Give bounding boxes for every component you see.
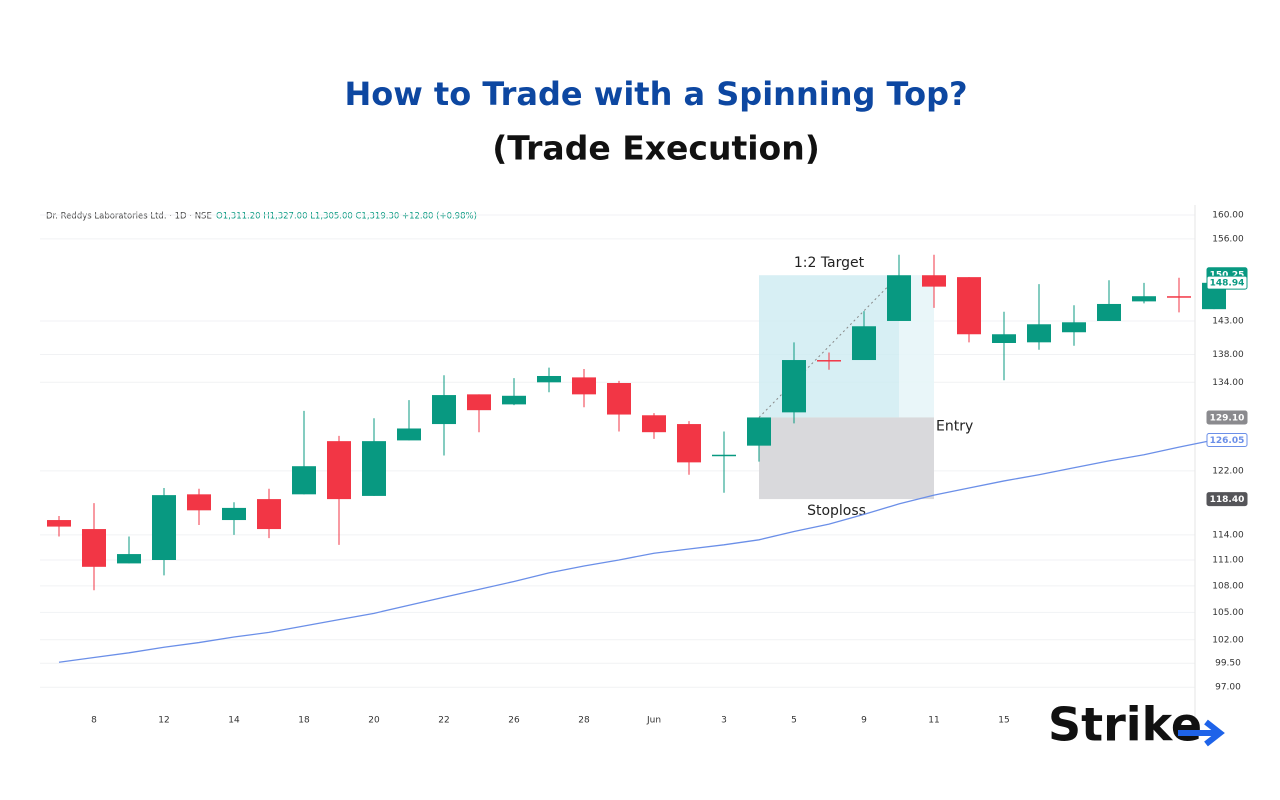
candle-body	[677, 424, 701, 463]
x-tick-label: 8	[91, 716, 97, 726]
x-tick-label: 15	[998, 716, 1009, 726]
price-tag-label: 150.25	[1210, 270, 1245, 280]
candle-body	[852, 326, 876, 361]
symbol-header: Dr. Reddys Laboratories Ltd. · 1D · NSE	[46, 212, 212, 222]
price-tag-label: 118.40	[1210, 495, 1245, 505]
x-tick-label: 20	[368, 716, 380, 726]
x-tick-label: 26	[508, 716, 520, 726]
candle-body	[572, 377, 596, 395]
subtitle: (Trade Execution)	[492, 129, 820, 168]
candle-body	[152, 495, 176, 560]
candle-body	[1132, 296, 1156, 302]
candle-body	[187, 494, 211, 511]
candle-body	[1167, 296, 1191, 298]
candle-body	[957, 277, 981, 335]
candle-body	[887, 275, 911, 321]
candle-body	[817, 360, 841, 362]
candle-body	[712, 454, 736, 457]
candle-body	[1027, 324, 1051, 343]
candle-body	[257, 499, 281, 530]
candle-body	[642, 415, 666, 433]
y-tick-label: 111.00	[1212, 555, 1244, 565]
stoploss-zone	[759, 417, 934, 500]
price-tag	[1206, 492, 1248, 507]
y-tick-label: 122.00	[1212, 466, 1244, 476]
trade-path	[758, 274, 900, 418]
candle-body	[292, 466, 316, 495]
x-tick-label: 9	[861, 716, 867, 726]
x-tick-label: 14	[228, 716, 240, 726]
y-tick-label: 156.00	[1212, 234, 1244, 244]
candle-body	[922, 275, 946, 287]
candle-body	[327, 441, 351, 500]
candle-body	[992, 334, 1016, 343]
logo-arrow	[1178, 719, 1225, 747]
moving-average	[58, 439, 1215, 663]
candle-body	[47, 520, 71, 527]
candle-body	[782, 360, 806, 413]
y-tick-label: 160.00	[1212, 210, 1244, 220]
entry-label: Entry	[936, 418, 973, 434]
candle-body	[362, 441, 386, 496]
y-tick-label: 105.00	[1212, 608, 1244, 618]
y-tick-label: 102.00	[1212, 635, 1244, 645]
x-tick-label: Jun	[646, 716, 661, 726]
price-tag-label: 148.94	[1210, 279, 1245, 289]
candle-body	[82, 529, 106, 567]
y-tick-label: 97.00	[1215, 683, 1241, 693]
x-tick-label: 5	[791, 716, 797, 726]
price-tag	[1206, 410, 1248, 425]
ohlc-header: O1,311.20 H1,327.00 L1,305.00 C1,319.30 …	[216, 212, 477, 222]
candle-body	[397, 428, 421, 441]
candle-body	[1097, 303, 1121, 321]
price-tag	[1206, 275, 1248, 290]
price-tag-label: 129.10	[1210, 413, 1245, 423]
price-tag-label: 126.05	[1210, 436, 1245, 446]
y-tick-label: 108.00	[1212, 581, 1244, 591]
x-tick-label: 18	[298, 716, 310, 726]
candle-body	[467, 394, 491, 411]
x-tick-label: 28	[578, 716, 590, 726]
candle-body	[502, 395, 526, 405]
title: How to Trade with a Spinning Top?	[344, 75, 967, 113]
price-tag	[1206, 433, 1248, 448]
candle-body	[1062, 322, 1086, 333]
stoploss-label: Stoploss	[807, 503, 866, 519]
y-tick-label: 134.00	[1212, 378, 1244, 388]
plot: 160.00 156.00 143.00 138.00 134.00 122.00 114.…	[40, 205, 1248, 730]
x-tick-label: 12	[158, 716, 169, 726]
y-tick-label: 143.00	[1212, 316, 1244, 326]
candle-body	[747, 417, 771, 446]
target-label: 1:2 Target	[794, 255, 865, 271]
candle-body	[117, 554, 141, 564]
x-tick-label: 11	[928, 716, 939, 726]
candle-body	[607, 383, 631, 415]
y-tick-label: 114.00	[1212, 530, 1244, 540]
y-tick-label: 138.00	[1212, 350, 1244, 360]
candle-body	[432, 395, 456, 425]
candle-body	[222, 507, 246, 521]
x-tick-label: 22	[438, 716, 449, 726]
candle-body	[537, 375, 561, 383]
logo: Strike	[1048, 698, 1202, 752]
x-tick-label: 3	[721, 716, 727, 726]
y-tick-label: 99.50	[1215, 659, 1241, 669]
